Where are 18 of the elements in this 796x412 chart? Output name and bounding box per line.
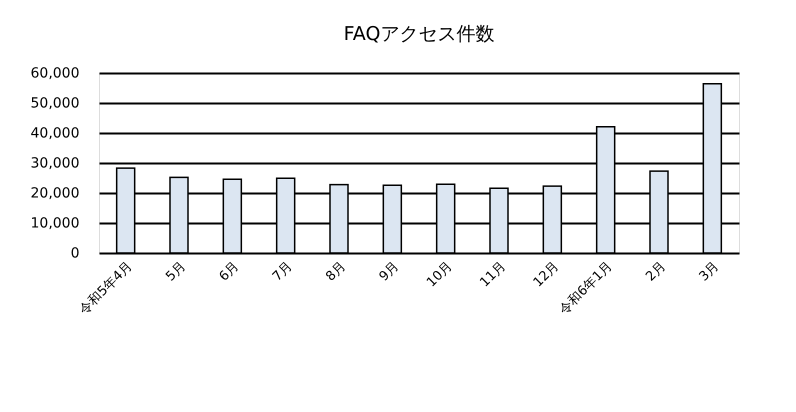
x-tick-label: 11月 — [477, 258, 509, 290]
y-tick-label: 40,000 — [30, 126, 80, 142]
y-tick-label: 0 — [70, 246, 80, 262]
y-tick-label: 50,000 — [30, 96, 80, 112]
y-tick-label: 20,000 — [30, 186, 80, 202]
x-tick-label: 令和5年4月 — [76, 258, 136, 318]
x-tick-label: 7月 — [270, 258, 296, 284]
y-tick-label: 30,000 — [30, 156, 80, 172]
y-tick-label: 10,000 — [30, 216, 80, 232]
x-tick-label: 5月 — [163, 258, 189, 284]
x-tick-label: 8月 — [323, 258, 349, 284]
chart-title: FAQアクセス件数 — [344, 23, 494, 45]
x-tick-label: 10月 — [424, 258, 456, 290]
x-tick-label: 2月 — [643, 258, 669, 284]
x-tick-label: 3月 — [696, 258, 722, 284]
x-tick-label: 6月 — [216, 258, 242, 284]
x-tick-label: 9月 — [376, 258, 402, 284]
y-tick-label: 60,000 — [30, 66, 80, 82]
